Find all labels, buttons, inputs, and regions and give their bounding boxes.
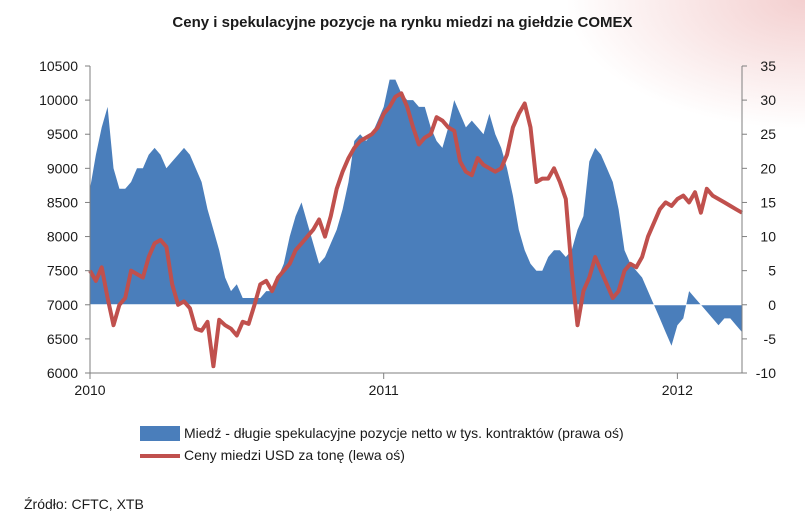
- right-tick-label: 25: [760, 126, 776, 142]
- x-tick-label: 2011: [369, 382, 399, 398]
- right-tick-label: 10: [760, 229, 776, 245]
- chart-canvas: 6000650070007500800085009000950010000105…: [39, 58, 776, 398]
- x-tick-label: 2010: [74, 382, 105, 398]
- x-tick-label: 2012: [662, 382, 693, 398]
- series-area-speculative-positions: [90, 79, 742, 346]
- source-note: Źródło: CFTC, XTB: [24, 496, 144, 512]
- left-tick-label: 7500: [47, 263, 78, 279]
- x-axis-ticks: 2010 2011 2012: [74, 373, 693, 398]
- left-tick-label: 8000: [47, 229, 78, 245]
- right-tick-label: 30: [760, 92, 776, 108]
- left-tick-label: 6500: [47, 331, 78, 347]
- legend-label-area: Miedź - długie spekulacyjne pozycje nett…: [184, 425, 624, 441]
- right-tick-label: -10: [756, 365, 776, 381]
- left-tick-label: 10000: [39, 92, 78, 108]
- legend-swatch-area: [140, 426, 180, 441]
- left-tick-label: 6000: [47, 365, 78, 381]
- left-tick-label: 8500: [47, 194, 78, 210]
- right-axis-ticks: -10 -5 0 5 10 15 20 25 30 35: [742, 58, 776, 381]
- right-tick-label: -5: [764, 331, 777, 347]
- legend-label-line: Ceny miedzi USD za tonę (lewa oś): [184, 447, 405, 463]
- left-tick-label: 10500: [39, 58, 78, 74]
- right-tick-label: 0: [768, 297, 776, 313]
- legend-item-line: Ceny miedzi USD za tonę (lewa oś): [140, 446, 700, 465]
- legend-swatch-line: [140, 454, 180, 458]
- chart-title: Ceny i spekulacyjne pozycje na rynku mie…: [172, 14, 633, 31]
- right-tick-label: 20: [760, 160, 776, 176]
- legend: Miedź - długie spekulacyjne pozycje nett…: [140, 424, 700, 468]
- left-axis-ticks: 6000 6500 7000 7500 8000 8500 9000 9500 10000 105…: [39, 58, 90, 381]
- right-tick-label: 15: [760, 194, 776, 210]
- legend-item-area: Miedź - długie spekulacyjne pozycje nett…: [140, 424, 700, 443]
- right-tick-label: 35: [760, 58, 776, 74]
- left-tick-label: 9000: [47, 160, 78, 176]
- left-tick-label: 7000: [47, 297, 78, 313]
- left-tick-label: 9500: [47, 126, 78, 142]
- series-line-copper-price: [88, 91, 743, 369]
- right-tick-label: 5: [768, 263, 776, 279]
